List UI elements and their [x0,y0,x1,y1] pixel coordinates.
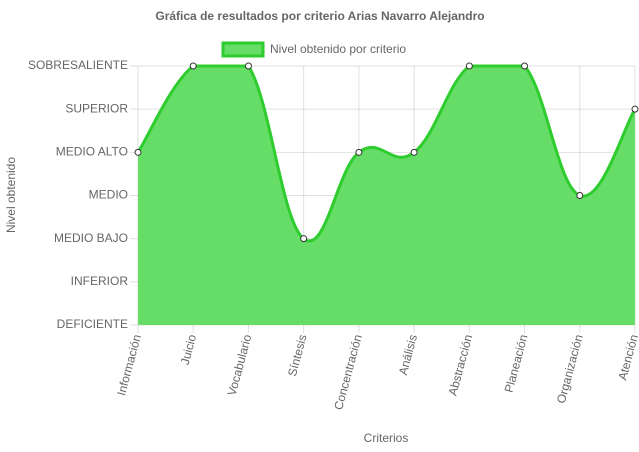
point [465,62,473,70]
x-tick-label: Juicio [178,333,200,367]
point [244,62,252,70]
x-tick-label: Análisis [396,333,420,377]
y-tick-label: MEDIO [89,188,128,202]
x-tick-label: Concentración [331,333,365,411]
x-tick-label: Abstracción [446,333,476,397]
point [410,148,418,156]
area [138,66,635,325]
point [300,235,308,243]
y-tick-label: MEDIO ALTO [56,145,128,159]
x-axis-title: Criterios [364,431,409,445]
legend-label: Nivel obtenido por criterio [270,42,406,56]
line [136,64,637,243]
x-tick-label: Atención [615,333,639,382]
x-tick-label: Información [114,333,144,397]
point [189,62,197,70]
x-tick-label: Síntesis [285,333,310,378]
y-tick-label: INFERIOR [71,274,129,288]
x-tick-label: Organización [554,333,586,405]
y-tick-label: SOBRESALIENTE [28,58,128,72]
y-axis-title: Nivel obtenido [4,157,18,233]
y-tick-label: MEDIO BAJO [54,231,128,245]
x-tick-label: Vocabulario [225,333,255,398]
point [134,148,142,156]
x-tick-label: Planeación [502,333,531,394]
y-tick-label: DEFICIENTE [57,317,128,331]
point [631,105,639,113]
point [576,192,584,199]
legend-swatch [221,41,265,58]
y-tick-label: SUPERIOR [65,101,128,115]
point [521,62,529,70]
point [355,148,363,156]
chart-title: Gráfica de resultados por criterio Arias… [155,9,484,23]
